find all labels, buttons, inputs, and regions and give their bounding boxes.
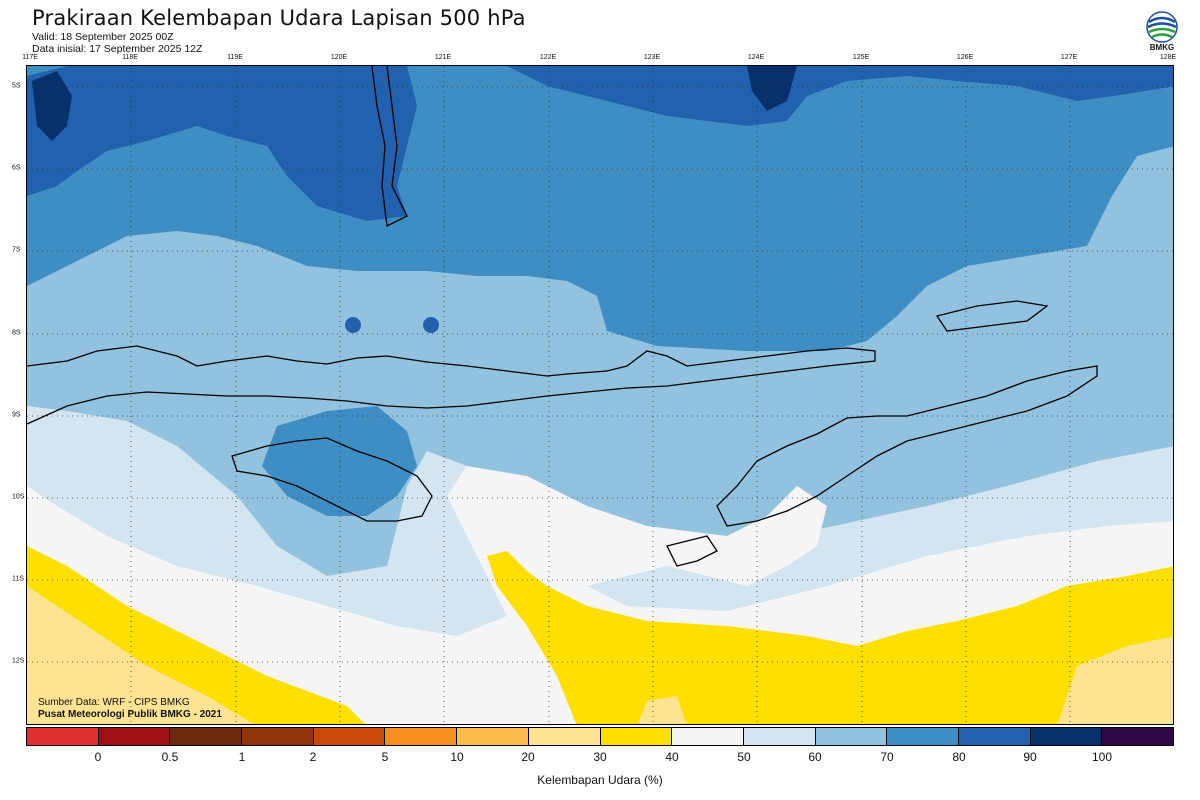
lat-tick: 9S — [12, 411, 21, 419]
lon-tick: 126E — [956, 54, 974, 61]
colorbar-segment-12 — [887, 728, 959, 745]
lat-tick: 6S — [12, 164, 21, 172]
lon-tick: 118E — [122, 54, 138, 61]
rh-field-90-100-a — [32, 71, 72, 141]
page-title: Prakiraan Kelembapan Udara Lapisan 500 h… — [32, 6, 526, 30]
colorbar-label: 60 — [808, 750, 822, 764]
colorbar-segment-0 — [27, 728, 99, 745]
colorbar-label: 5 — [381, 750, 389, 764]
colorbar-label: 2 — [309, 750, 317, 764]
bmkg-logo-icon — [1146, 11, 1178, 43]
colorbar-label: 50 — [737, 750, 751, 764]
logo-text: BMKG — [1149, 43, 1175, 52]
colorbar-segment-1 — [98, 728, 171, 745]
lon-tick: 122E — [539, 54, 557, 61]
lat-tick: 11S — [12, 575, 24, 583]
sumba-coast — [231, 437, 433, 522]
colorbar-segment-6 — [457, 728, 529, 745]
colorbar-segment-5 — [385, 728, 458, 745]
lon-tick: 124E — [747, 54, 765, 61]
colorbar-label: 20 — [521, 750, 535, 764]
colorbar-segment-9 — [672, 728, 744, 745]
colorbar-segment-2 — [170, 728, 243, 745]
lat-tick: 7S — [12, 246, 21, 254]
colorbar-label: 90 — [1023, 750, 1037, 764]
lat-tick: 8S — [12, 329, 21, 337]
lon-tick: 117E — [22, 54, 38, 61]
rh-field-90-100-c — [345, 317, 361, 333]
colorbar-segment-13 — [958, 728, 1031, 745]
humidity-map — [27, 66, 1173, 724]
lat-tick: 12S — [12, 657, 25, 665]
timor-coast — [716, 365, 1098, 527]
colorbar-label: 1 — [238, 750, 246, 764]
lon-tick: 119E — [227, 54, 243, 61]
rh-field-90-100-b — [747, 66, 797, 111]
colorbar-label: 10 — [450, 750, 464, 764]
rh-field-90-100-d — [423, 317, 439, 333]
colorbar-segment-10 — [743, 728, 816, 745]
lon-tick: 125E — [852, 54, 870, 61]
lat-tick: 5S — [12, 82, 21, 90]
lon-tick: 127E — [1060, 54, 1078, 61]
rh-field-80-90-west — [27, 66, 417, 221]
sulawesi-coast — [371, 66, 408, 227]
rh-field-30-40 — [27, 546, 1173, 724]
rh-field-20-30 — [27, 586, 1173, 724]
colorbar-label: 0 — [94, 750, 102, 764]
colorbar-segment-7 — [528, 728, 601, 745]
colorbar-label: 100 — [1091, 750, 1113, 764]
colorbar-segment-11 — [815, 728, 888, 745]
lon-tick: 123E — [643, 54, 661, 61]
rh-field-80-90-east — [507, 66, 1173, 126]
coastlines — [27, 66, 1098, 567]
data-source-credit: Sumber Data: WRF - CIPS BMKG — [38, 697, 190, 708]
colorbar-segment-15 — [1102, 728, 1173, 745]
colorbar — [26, 727, 1174, 746]
colorbar-label: 80 — [952, 750, 966, 764]
colorbar-label: 70 — [880, 750, 894, 764]
colorbar-segment-4 — [313, 728, 386, 745]
map-panel — [26, 65, 1174, 725]
wetar-coast — [935, 300, 1049, 332]
lon-tick: 120E — [330, 54, 348, 61]
colorbar-label: 40 — [665, 750, 679, 764]
lon-tick: 121E — [434, 54, 452, 61]
valid-time: Valid: 18 September 2025 00Z — [32, 31, 174, 43]
org-credit: Pusat Meteorologi Publik BMKG - 2021 — [38, 709, 222, 720]
colorbar-segment-3 — [242, 728, 314, 745]
colorbar-segment-14 — [1030, 728, 1103, 745]
colorbar-title: Kelembapan Udara (%) — [537, 773, 663, 787]
lombok-sumbawa-coast — [27, 345, 876, 425]
colorbar-label: 0.5 — [161, 750, 179, 764]
lat-tick: 10S — [12, 493, 25, 501]
initial-time: Data inisial: 17 September 2025 12Z — [32, 43, 203, 55]
lon-tick: 128E — [1159, 54, 1177, 61]
rote-coast — [666, 535, 718, 567]
colorbar-segment-8 — [600, 728, 673, 745]
colorbar-label: 30 — [593, 750, 607, 764]
